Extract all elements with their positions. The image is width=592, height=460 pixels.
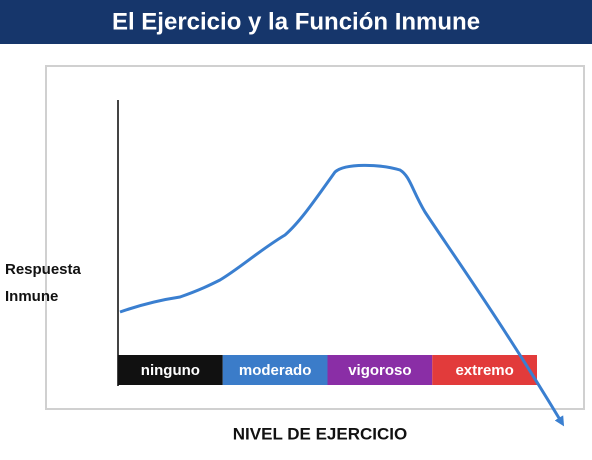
band [118,355,223,385]
band-label: vigoroso [348,362,411,379]
band-label: moderado [239,362,312,379]
y-label-line: Inmune [5,288,58,305]
title-bar [0,0,592,44]
band [432,355,537,385]
title: El Ejercicio y la Función Inmune [112,8,480,35]
band-label: extremo [455,362,513,379]
x-label: NIVEL DE EJERCICIO [233,424,407,443]
band [327,355,433,385]
band-label: ninguno [141,362,200,379]
response-curve [119,163,565,427]
frame [45,65,585,410]
band [222,355,328,385]
y-label-line: Respuesta [5,261,82,278]
